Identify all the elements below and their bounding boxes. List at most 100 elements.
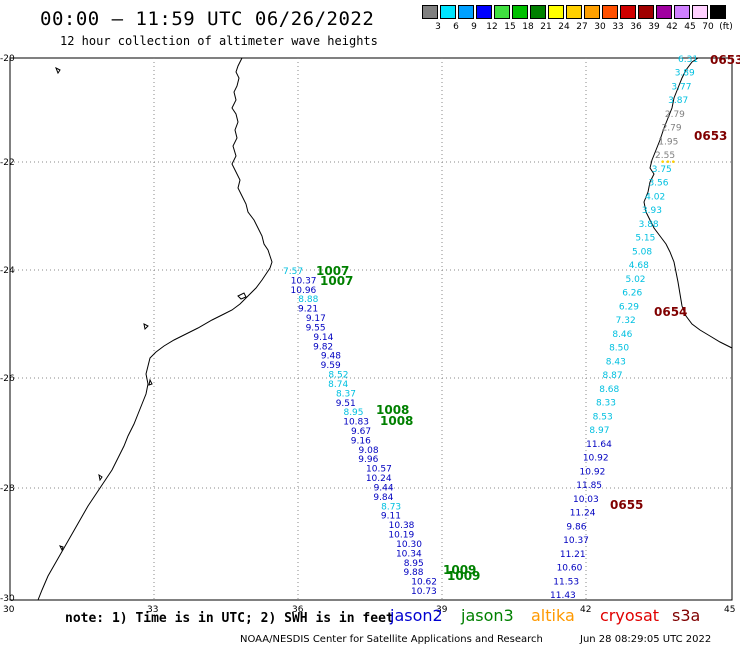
wave-height-label: 10.30 — [396, 540, 422, 550]
wave-height-label: 3.87 — [668, 96, 688, 106]
wave-height-label: 9.82 — [313, 342, 333, 352]
lat-tick-label: -24 — [0, 266, 15, 276]
wave-height-label: 11.85 — [576, 481, 602, 491]
cycle-number: 1008 — [380, 414, 413, 428]
wave-height-label: 8.52 — [328, 371, 348, 381]
lon-tick-label: 42 — [580, 605, 591, 615]
wave-height-label: 10.37 — [291, 276, 317, 286]
footer-note: note: 1) Time is in UTC; 2) SWH is in fe… — [65, 611, 394, 626]
altika-marker: ••• — [660, 158, 676, 168]
cycle-number: 1007 — [320, 274, 353, 288]
lat-tick-label: -22 — [0, 158, 15, 168]
wave-height-label: 9.21 — [298, 305, 318, 315]
wave-height-label: 10.73 — [411, 587, 437, 597]
scale-label: 3 — [435, 22, 441, 32]
wave-height-label: 10.96 — [291, 286, 317, 296]
wave-height-label: 9.96 — [358, 455, 378, 465]
wave-height-label: 2.79 — [662, 124, 682, 134]
scale-swatch — [710, 5, 726, 19]
wave-height-label: 8.74 — [328, 380, 348, 390]
lon-tick-label: 36 — [292, 605, 304, 615]
cycle-number: 1009 — [447, 569, 480, 583]
wave-height-label: 8.88 — [298, 295, 318, 305]
scale-label: 27 — [576, 22, 588, 32]
wave-height-label: 9.17 — [306, 314, 326, 324]
wave-height-label: 5.02 — [625, 275, 645, 285]
scale-label: 24 — [558, 22, 570, 32]
altimeter-tracks: 7.5710.3710.968.889.219.179.559.149.829.… — [283, 53, 740, 601]
scale-swatch — [512, 5, 528, 19]
mission-jason2: jason2 — [390, 606, 443, 625]
scale-swatch — [476, 5, 492, 19]
wave-height-label: 4.68 — [629, 261, 649, 271]
wave-height-label: 8.95 — [343, 408, 363, 418]
scale-label: 30 — [594, 22, 606, 32]
cycle-number: 0653 — [710, 53, 740, 67]
wave-height-label: 1.95 — [658, 137, 678, 147]
cycle-number: 1009 — [443, 563, 476, 577]
wave-height-label: 8.73 — [381, 502, 401, 512]
scale-label: (ft) — [719, 22, 733, 32]
wave-height-label: 7.32 — [616, 316, 636, 326]
wave-height-label: 9.48 — [321, 352, 341, 362]
scale-label: 36 — [630, 22, 642, 32]
scale-label: 21 — [540, 22, 552, 32]
wave-height-label: 10.03 — [573, 495, 599, 505]
cycle-number: 0655 — [610, 498, 643, 512]
wave-height-label: 3.88 — [639, 220, 659, 230]
scale-label: 15 — [504, 22, 516, 32]
wave-height-label: 9.14 — [313, 333, 333, 343]
wave-height-label: 11.24 — [570, 509, 596, 519]
wave-height-label: 3.93 — [642, 206, 662, 216]
scale-label: 42 — [666, 22, 678, 32]
scale-label: 45 — [684, 22, 696, 32]
wave-height-label: 8.53 — [593, 412, 613, 422]
scale-swatch — [656, 5, 672, 19]
wave-height-label: 9.84 — [373, 493, 393, 503]
wave-height-label: 10.83 — [343, 418, 369, 428]
cycle-number: 0653 — [694, 129, 727, 143]
wave-height-label: 3.89 — [675, 69, 695, 79]
wave-height-label: 9.16 — [351, 436, 371, 446]
wave-height-label: 10.62 — [411, 578, 437, 588]
scale-swatch — [566, 5, 582, 19]
wave-height-label: 9.86 — [566, 522, 586, 532]
scale-swatch — [458, 5, 474, 19]
scale-label: 6 — [453, 22, 459, 32]
scale-swatch — [530, 5, 546, 19]
scale-swatch — [548, 5, 564, 19]
wave-height-label: 9.55 — [306, 323, 326, 333]
wave-height-label: 8.46 — [612, 330, 632, 340]
grid-lines — [10, 58, 732, 600]
lat-tick-label: -20 — [0, 54, 15, 64]
lon-tick-label: 30 — [3, 605, 15, 615]
wave-height-label: 6.31 — [678, 55, 698, 65]
wave-height-label: 7.57 — [283, 267, 303, 277]
wave-height-label: 10.92 — [583, 454, 609, 464]
generated-timestamp: Jun 28 08:29:05 UTC 2022 — [580, 634, 712, 645]
wave-height-label: 10.34 — [396, 549, 422, 559]
wave-height-label: 8.37 — [336, 389, 356, 399]
wave-height-label: 10.19 — [388, 531, 414, 541]
scale-swatch — [674, 5, 690, 19]
africa-coastline — [37, 57, 273, 601]
wave-height-label: 10.92 — [580, 467, 606, 477]
latitude-tick-labels: -20 -22 -24 -26 -28 -30 — [0, 54, 15, 604]
map-frame — [9, 57, 733, 601]
scale-swatch — [638, 5, 654, 19]
scale-label: 9 — [471, 22, 477, 32]
cycle-number: 1008 — [376, 403, 409, 417]
wave-height-label: 2.79 — [665, 110, 685, 120]
madagascar-coastline — [643, 57, 733, 349]
wave-height-label: 11.21 — [560, 550, 586, 560]
scale-label: 33 — [612, 22, 624, 32]
mission-cryosat: cryosat — [600, 606, 660, 625]
scale-label: 12 — [486, 22, 498, 32]
wave-height-label: 5.08 — [632, 247, 652, 257]
wave-height-label: 9.59 — [321, 361, 341, 371]
wave-height-label: 9.51 — [336, 399, 356, 409]
wave-height-label: 3.75 — [652, 165, 672, 175]
wave-height-label: 8.97 — [589, 426, 609, 436]
wave-height-label: 8.43 — [606, 357, 626, 367]
cycle-number: 0654 — [654, 305, 687, 319]
